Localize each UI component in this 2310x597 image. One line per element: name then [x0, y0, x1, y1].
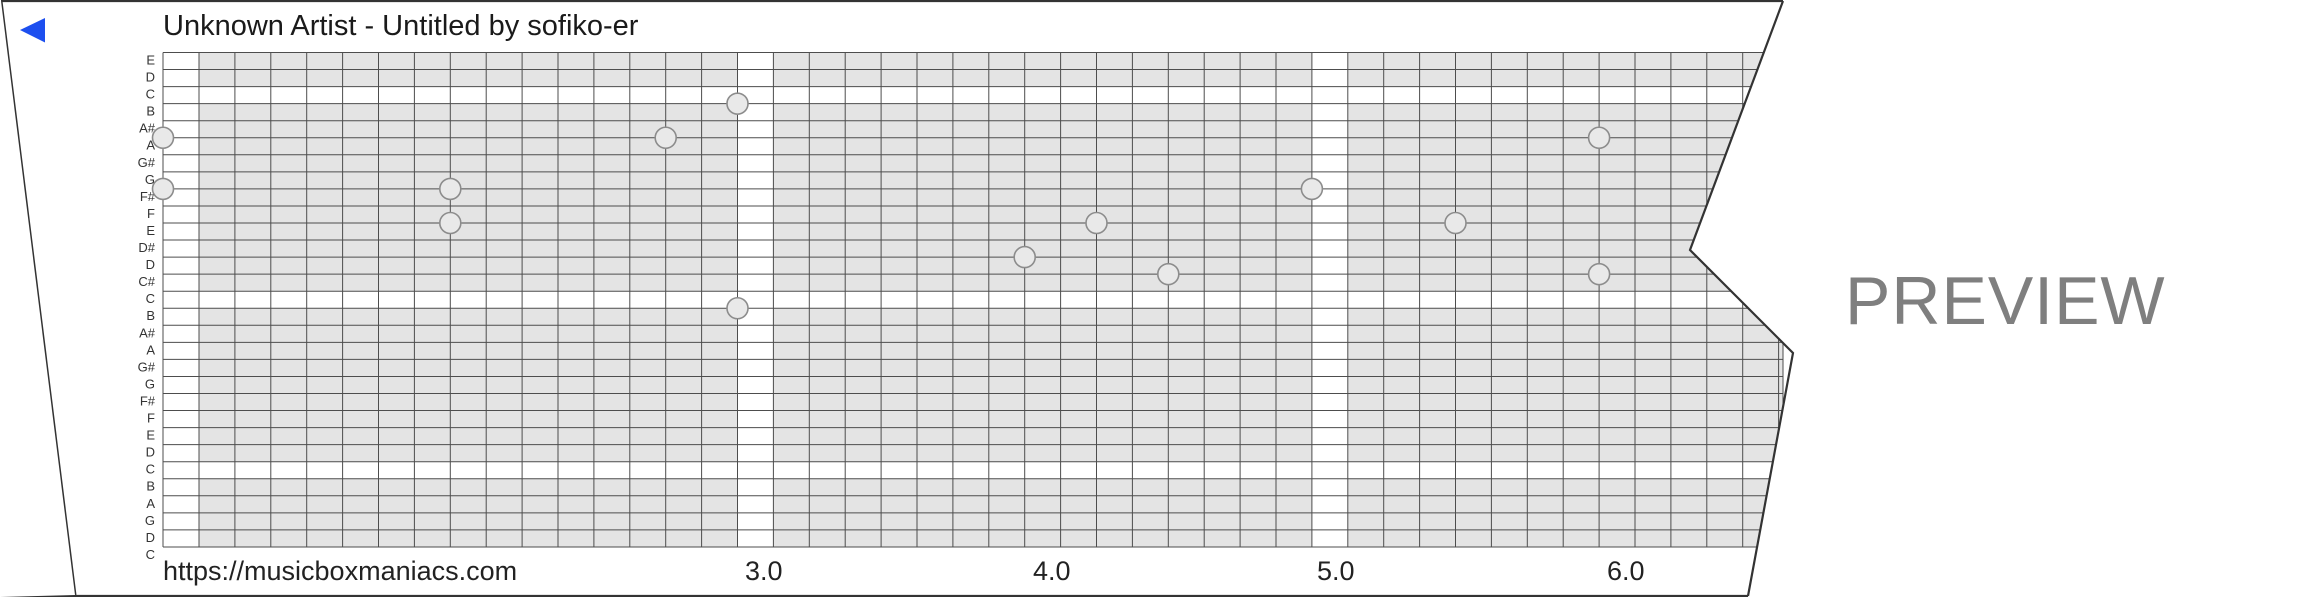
svg-text:F: F [147, 206, 155, 221]
svg-text:E: E [146, 428, 155, 443]
svg-text:C#: C# [138, 274, 155, 289]
svg-text:D: D [146, 70, 155, 85]
svg-text:D: D [146, 445, 155, 460]
svg-text:D: D [146, 257, 155, 272]
svg-text:B: B [146, 479, 155, 494]
svg-text:A#: A# [139, 325, 156, 340]
svg-text:G: G [145, 513, 155, 528]
svg-text:B: B [146, 104, 155, 119]
svg-text:G#: G# [138, 359, 156, 374]
svg-text:E: E [146, 52, 155, 67]
svg-text:C: C [146, 291, 155, 306]
svg-text:C: C [146, 462, 155, 477]
svg-text:C: C [146, 547, 155, 562]
svg-text:D#: D# [138, 240, 155, 255]
svg-text:F#: F# [140, 393, 156, 408]
svg-text:A: A [146, 342, 155, 357]
svg-text:B: B [146, 308, 155, 323]
svg-text:G#: G# [138, 155, 156, 170]
svg-text:D: D [146, 530, 155, 545]
svg-text:E: E [146, 223, 155, 238]
svg-text:G: G [145, 376, 155, 391]
svg-text:F: F [147, 411, 155, 426]
svg-text:A: A [146, 496, 155, 511]
svg-text:C: C [146, 87, 155, 102]
